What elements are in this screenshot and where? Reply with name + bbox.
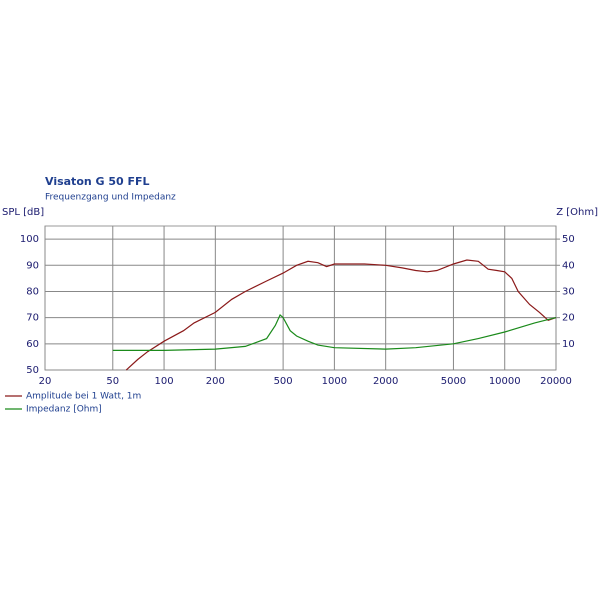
x-tick-label: 10000 <box>489 376 521 387</box>
chart-subtitle: Frequenzgang und Impedanz <box>45 193 176 203</box>
x-tick-label: 20000 <box>540 376 572 387</box>
x-tick-label: 2000 <box>373 376 398 387</box>
x-tick-label: 1000 <box>322 376 347 387</box>
y2-tick-label: 30 <box>562 286 575 297</box>
x-tick-label: 5000 <box>441 376 466 387</box>
legend-label: Impedanz [Ohm] <box>26 405 102 415</box>
y2-tick-label: 10 <box>562 339 575 350</box>
y2-tick-label: 20 <box>562 313 575 324</box>
x-tick-label: 200 <box>206 376 225 387</box>
x-tick-label: 50 <box>106 376 119 387</box>
y-tick-label: 80 <box>26 286 39 297</box>
y-tick-label: 50 <box>26 365 39 376</box>
y2-tick-label: 50 <box>562 234 575 245</box>
x-tick-label: 20 <box>39 376 52 387</box>
y-tick-label: 60 <box>26 339 39 350</box>
x-tick-label: 100 <box>155 376 174 387</box>
data-line <box>112 314 557 351</box>
plot-area <box>44 225 557 371</box>
y-tick-label: 100 <box>20 234 39 245</box>
y-tick-label: 70 <box>26 313 39 324</box>
y-axis-label: SPL [dB] <box>2 207 44 218</box>
data-line <box>125 259 557 371</box>
chart-title: Visaton G 50 FFL <box>45 175 150 188</box>
y2-axis-label: Z [Ohm] <box>556 207 598 218</box>
y-tick-label: 90 <box>26 260 39 271</box>
legend-label: Amplitude bei 1 Watt, 1m <box>26 392 141 402</box>
y2-tick-label: 40 <box>562 260 575 271</box>
x-tick-label: 500 <box>274 376 293 387</box>
